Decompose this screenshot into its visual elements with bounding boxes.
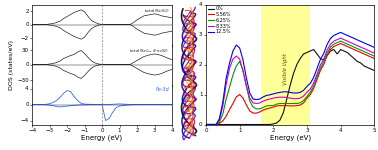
12.5% (338, 32, 343, 33)
5.56% (372, 58, 376, 59)
8.33% (241, 70, 245, 72)
Line: 5.56%: 5.56% (206, 44, 374, 124)
8.33% (315, 73, 319, 75)
0% (311, 49, 316, 50)
12.5% (241, 59, 245, 61)
Text: total(SnS$_2$): total(SnS$_2$) (144, 7, 169, 15)
5.56% (254, 112, 259, 114)
12.5% (257, 98, 262, 100)
0% (254, 124, 259, 125)
0% (257, 124, 262, 125)
Text: Visible light: Visible light (283, 53, 288, 85)
6.25% (241, 70, 245, 71)
6.25% (338, 40, 343, 42)
5.56% (241, 97, 245, 99)
Line: 0%: 0% (206, 50, 374, 124)
0% (241, 124, 245, 125)
6.25% (369, 54, 373, 56)
X-axis label: Energy (eV): Energy (eV) (82, 134, 122, 141)
12.5% (369, 45, 373, 47)
Legend: 0%, 5.56%, 6.25%, 8.33%, 12.5%: 0%, 5.56%, 6.25%, 8.33%, 12.5% (208, 6, 231, 35)
Text: Fe-3d: Fe-3d (155, 87, 169, 92)
Line: 12.5%: 12.5% (206, 32, 374, 124)
Text: total(Sn$_{1-x}$Fe$_x$S$_2$): total(Sn$_{1-x}$Fe$_x$S$_2$) (129, 47, 169, 55)
Line: 8.33%: 8.33% (206, 38, 374, 124)
Y-axis label: α (10$^5$ cm$^{-1}$): α (10$^5$ cm$^{-1}$) (185, 41, 198, 88)
8.33% (254, 103, 259, 104)
6.25% (254, 108, 259, 110)
8.33% (325, 49, 329, 51)
0% (204, 124, 208, 125)
12.5% (204, 124, 208, 125)
12.5% (254, 99, 259, 100)
6.25% (204, 124, 208, 125)
5.56% (257, 111, 262, 113)
0% (318, 58, 323, 59)
6.25% (372, 55, 376, 57)
8.33% (338, 37, 343, 39)
12.5% (372, 46, 376, 48)
5.56% (315, 79, 319, 80)
8.33% (369, 51, 373, 52)
12.5% (315, 68, 319, 69)
5.56% (204, 124, 208, 125)
Bar (261, 4, 310, 124)
Line: 6.25%: 6.25% (206, 41, 374, 124)
6.25% (325, 52, 329, 54)
12.5% (325, 44, 329, 45)
0% (328, 50, 333, 52)
0% (369, 68, 373, 70)
5.56% (325, 55, 329, 56)
8.33% (257, 102, 262, 104)
5.56% (369, 56, 373, 58)
8.33% (372, 52, 376, 54)
6.25% (257, 108, 262, 110)
8.33% (204, 124, 208, 125)
Y-axis label: DOS (states/eV): DOS (states/eV) (9, 39, 14, 90)
0% (372, 70, 376, 71)
X-axis label: Energy (eV): Energy (eV) (270, 134, 311, 141)
6.25% (315, 76, 319, 78)
5.56% (338, 43, 343, 44)
